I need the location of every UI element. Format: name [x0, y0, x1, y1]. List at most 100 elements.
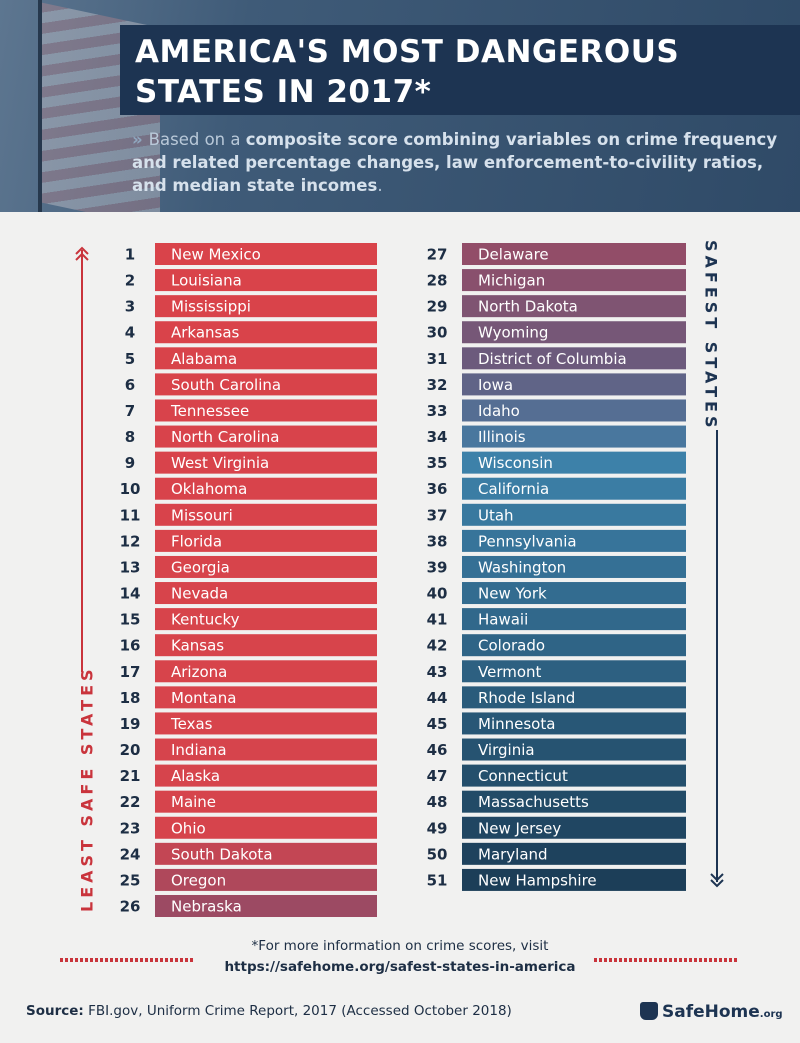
rank-number: 19 [120, 715, 141, 733]
state-bar [155, 738, 377, 761]
state-bar [155, 816, 377, 839]
side-label-right: SAFEST STATES [702, 240, 721, 431]
state-bar [462, 555, 686, 578]
source-text: FBI.gov, Uniform Crime Report, 2017 (Acc… [88, 1003, 512, 1019]
rank-number: 13 [120, 558, 141, 576]
state-name: Delaware [478, 246, 549, 264]
logo-suffix: .org [759, 1009, 783, 1020]
state-name: Nevada [171, 585, 228, 603]
state-bar [462, 243, 686, 265]
state-name: Massachusetts [478, 793, 589, 811]
state-bar [462, 373, 686, 396]
note-text: *For more information on crime scores, v… [251, 938, 549, 954]
subtitle: » Based on a composite score combining va… [132, 128, 792, 197]
ranking-list: 1 New Mexico 2 Louisiana 3 Mississippi 4 Arkans… [75, 240, 724, 917]
source-label: Source: [26, 1003, 84, 1019]
state-name: West Virginia [171, 454, 269, 472]
state-name: Georgia [171, 558, 230, 576]
state-bar [155, 373, 377, 396]
state-bar [155, 451, 377, 474]
state-bar [155, 660, 377, 683]
rank-number: 29 [427, 298, 448, 316]
state-bar [155, 503, 377, 526]
state-bar [155, 295, 377, 318]
state-name: Hawaii [478, 611, 528, 629]
rank-number: 30 [427, 324, 448, 342]
rank-number: 36 [427, 480, 448, 498]
state-bar [462, 738, 686, 761]
rank-number: 23 [120, 819, 141, 837]
rank-number: 3 [125, 298, 135, 316]
title: AMERICA'S MOST DANGEROUS STATES IN 2017* [135, 34, 680, 110]
rank-number: 40 [427, 585, 448, 603]
state-name: Florida [171, 532, 222, 550]
footer-note: *For more information on crime scores, v… [0, 936, 800, 978]
rank-number: 18 [120, 689, 141, 707]
state-name: Minnesota [478, 715, 555, 733]
rank-number: 7 [125, 402, 135, 420]
state-name: Rhode Island [478, 689, 575, 707]
state-bar [462, 582, 686, 605]
state-bar [155, 477, 377, 500]
state-name: Michigan [478, 272, 545, 290]
state-bar [462, 347, 686, 370]
rank-number: 4 [125, 324, 135, 342]
rank-number: 31 [427, 350, 448, 368]
state-name: Alabama [171, 350, 237, 368]
state-bar [155, 243, 377, 265]
state-bar [155, 842, 377, 865]
state-name: Illinois [478, 428, 526, 446]
state-name: Colorado [478, 637, 545, 655]
rank-number: 17 [120, 663, 141, 681]
side-label-left: LEAST SAFE STATES [78, 665, 97, 912]
title-box [120, 25, 800, 115]
rank-number: 35 [427, 454, 448, 472]
state-bar [462, 451, 686, 474]
rank-number: 22 [120, 793, 141, 811]
state-name: Arizona [171, 663, 227, 681]
divider [594, 958, 739, 962]
state-bar [462, 842, 686, 865]
state-bar [462, 399, 686, 422]
state-bar [462, 269, 686, 292]
state-name: Kansas [171, 637, 224, 655]
rank-number: 6 [125, 376, 135, 394]
state-bar [462, 868, 686, 891]
state-bar [462, 712, 686, 735]
state-name: Louisiana [171, 272, 242, 290]
state-bar [462, 660, 686, 683]
rank-number: 5 [125, 350, 135, 368]
rank-number: 15 [120, 611, 141, 629]
state-bar [462, 816, 686, 839]
rank-number: 8 [125, 428, 135, 446]
state-bar [155, 764, 377, 787]
rank-number: 20 [120, 741, 141, 759]
rank-number: 49 [427, 819, 448, 837]
rank-number: 26 [120, 898, 141, 916]
state-name: California [478, 480, 549, 498]
rank-number: 27 [427, 246, 448, 264]
state-bar [462, 608, 686, 631]
state-name: Maine [171, 793, 216, 811]
state-name: Mississippi [171, 298, 251, 316]
state-bar [462, 529, 686, 552]
logo: SafeHome.org [640, 1002, 783, 1022]
chevron-icon: » [132, 130, 143, 149]
rank-number: 16 [120, 637, 141, 655]
logo-name: SafeHome [662, 1002, 760, 1022]
rank-number: 12 [120, 532, 141, 550]
state-bar [462, 634, 686, 657]
subtitle-end: . [377, 176, 383, 195]
state-bar [462, 686, 686, 709]
state-bar [462, 321, 686, 344]
state-bar [462, 477, 686, 500]
state-name: Oregon [171, 871, 226, 889]
state-name: New Jersey [478, 819, 561, 837]
state-name: District of Columbia [478, 350, 627, 368]
rank-number: 43 [427, 663, 448, 681]
rank-number: 51 [427, 871, 448, 889]
state-name: South Dakota [171, 845, 273, 863]
note-url: https://safehome.org/safest-states-in-am… [224, 959, 576, 975]
rank-number: 47 [427, 767, 448, 785]
